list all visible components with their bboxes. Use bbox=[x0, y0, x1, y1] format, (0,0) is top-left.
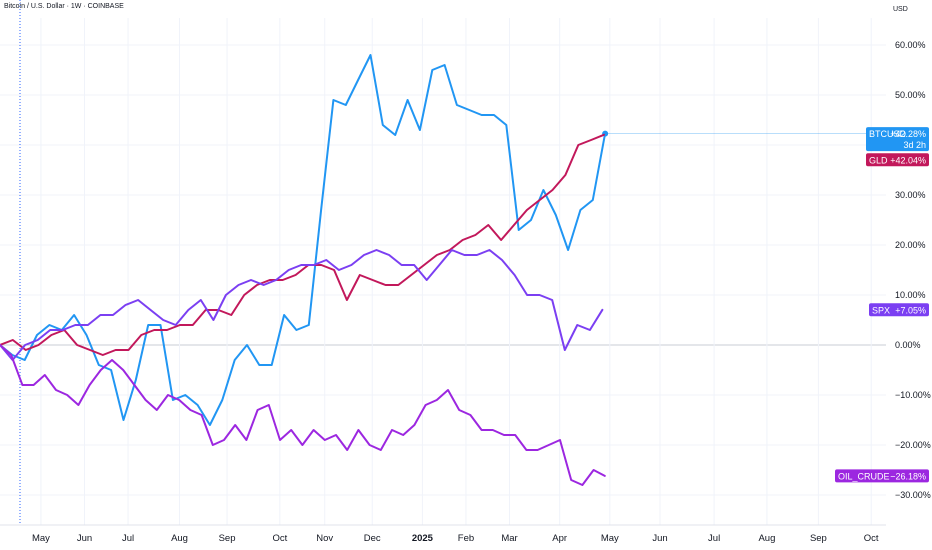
y-tick-label: 0.00% bbox=[895, 340, 921, 350]
x-tick-label: Oct bbox=[864, 533, 879, 544]
x-tick-label: Nov bbox=[316, 533, 333, 544]
x-tick-label: Jul bbox=[708, 533, 720, 544]
x-tick-label: Apr bbox=[552, 533, 567, 544]
value-tag-name: GLD bbox=[869, 155, 888, 165]
y-tick-label: −20.00% bbox=[895, 440, 931, 450]
y-tick-label: 50.00% bbox=[895, 90, 926, 100]
y-tick-label: 10.00% bbox=[895, 290, 926, 300]
x-tick-label: Aug bbox=[171, 533, 188, 544]
series-line-gld bbox=[0, 133, 605, 356]
value-tag-gld bbox=[866, 153, 929, 167]
x-tick-label: Jun bbox=[652, 533, 667, 544]
y-tick-label: 20.00% bbox=[895, 240, 926, 250]
y-tick-label: 60.00% bbox=[895, 40, 926, 50]
series-line-spx bbox=[0, 249, 604, 361]
y-tick-label: −30.00% bbox=[895, 490, 931, 500]
x-tick-label: May bbox=[32, 533, 50, 544]
value-tag-value: +42.04% bbox=[890, 155, 926, 165]
series-line-oil_crude bbox=[0, 344, 606, 486]
x-tick-label: Mar bbox=[501, 533, 517, 544]
x-tick-label: Sep bbox=[810, 533, 827, 544]
x-tick-label: Sep bbox=[219, 533, 236, 544]
value-tag-name: BTCUSD bbox=[869, 129, 907, 139]
value-tag-spx bbox=[869, 303, 929, 317]
value-tag-btcusd bbox=[866, 127, 929, 152]
x-tick-label: Oct bbox=[272, 533, 287, 544]
x-tick-label: Aug bbox=[758, 533, 775, 544]
value-tag-value: +42.28% bbox=[890, 129, 926, 139]
value-tag-name: OIL_CRUDE bbox=[838, 471, 890, 481]
x-tick-label: Jun bbox=[77, 533, 92, 544]
value-tag-value: −26.18% bbox=[890, 471, 926, 481]
series-line-btcusd bbox=[0, 54, 607, 426]
x-tick-label: Feb bbox=[458, 533, 474, 544]
value-tag-value: +7.05% bbox=[895, 305, 926, 315]
chart-header-title: Bitcoin / U.S. Dollar · 1W · COINBASE bbox=[4, 3, 124, 10]
y-tick-label: −10.00% bbox=[895, 390, 931, 400]
value-tag-name: SPX bbox=[872, 305, 890, 315]
currency-label: USD bbox=[893, 6, 908, 13]
value-tag-oil_crude bbox=[835, 469, 929, 483]
x-tick-label: Jul bbox=[122, 533, 134, 544]
x-tick-label: Dec bbox=[364, 533, 381, 544]
y-tick-label: 30.00% bbox=[895, 190, 926, 200]
x-tick-label: 2025 bbox=[412, 533, 434, 544]
x-tick-label: May bbox=[601, 533, 619, 544]
value-tag-countdown: 3d 2h bbox=[903, 140, 926, 150]
